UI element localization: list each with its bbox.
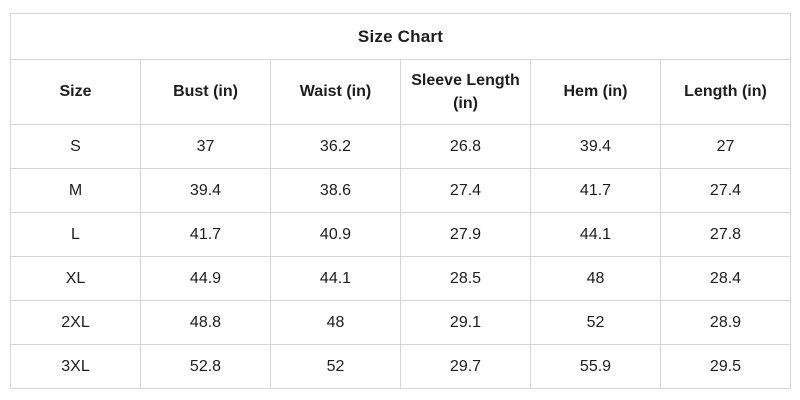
size-chart-container: Size Chart Size Bust (in) Waist (in) Sle…: [10, 13, 791, 389]
size-label-cell: S: [10, 124, 141, 169]
table-row: S 37 36.2 26.8 39.4 27: [10, 124, 791, 169]
column-header-length: Length (in): [660, 59, 791, 125]
measurement-cell: 39.4: [530, 124, 661, 169]
measurement-cell: 29.1: [400, 300, 531, 345]
size-label-cell: M: [10, 168, 141, 213]
measurement-cell: 27.9: [400, 212, 531, 257]
measurement-cell: 52.8: [140, 344, 271, 389]
table-row: 2XL 48.8 48 29.1 52 28.9: [10, 300, 791, 345]
measurement-cell: 28.5: [400, 256, 531, 301]
table-row: M 39.4 38.6 27.4 41.7 27.4: [10, 168, 791, 213]
measurement-cell: 39.4: [140, 168, 271, 213]
measurement-cell: 38.6: [270, 168, 401, 213]
table-row: XL 44.9 44.1 28.5 48 28.4: [10, 256, 791, 301]
measurement-cell: 28.4: [660, 256, 791, 301]
column-header-hem: Hem (in): [530, 59, 661, 125]
table-title: Size Chart: [10, 13, 791, 60]
size-label-cell: 3XL: [10, 344, 141, 389]
measurement-cell: 40.9: [270, 212, 401, 257]
measurement-cell: 41.7: [530, 168, 661, 213]
size-chart-table: Size Chart Size Bust (in) Waist (in) Sle…: [10, 13, 791, 389]
measurement-cell: 44.9: [140, 256, 271, 301]
measurement-cell: 29.5: [660, 344, 791, 389]
column-header-waist: Waist (in): [270, 59, 401, 125]
measurement-cell: 41.7: [140, 212, 271, 257]
measurement-cell: 55.9: [530, 344, 661, 389]
measurement-cell: 36.2: [270, 124, 401, 169]
column-header-size: Size: [10, 59, 141, 125]
measurement-cell: 48.8: [140, 300, 271, 345]
size-label-cell: L: [10, 212, 141, 257]
size-table-body: S 37 36.2 26.8 39.4 27 M 39.4 38.6 27.4 41.7 27.4 L 4…: [10, 124, 791, 389]
size-label-cell: 2XL: [10, 300, 141, 345]
table-row: L 41.7 40.9 27.9 44.1 27.8: [10, 212, 791, 257]
measurement-cell: 27.4: [660, 168, 791, 213]
header-row: Size Bust (in) Waist (in) Sleeve Length …: [10, 59, 791, 125]
measurement-cell: 44.1: [270, 256, 401, 301]
column-header-bust: Bust (in): [140, 59, 271, 125]
measurement-cell: 27.8: [660, 212, 791, 257]
measurement-cell: 52: [270, 344, 401, 389]
measurement-cell: 29.7: [400, 344, 531, 389]
measurement-cell: 52: [530, 300, 661, 345]
measurement-cell: 48: [530, 256, 661, 301]
measurement-cell: 26.8: [400, 124, 531, 169]
measurement-cell: 37: [140, 124, 271, 169]
column-header-sleeve-length: Sleeve Length (in): [400, 59, 531, 125]
measurement-cell: 27.4: [400, 168, 531, 213]
measurement-cell: 27: [660, 124, 791, 169]
table-row: 3XL 52.8 52 29.7 55.9 29.5: [10, 344, 791, 389]
size-label-cell: XL: [10, 256, 141, 301]
title-row: Size Chart: [10, 13, 791, 60]
measurement-cell: 44.1: [530, 212, 661, 257]
measurement-cell: 28.9: [660, 300, 791, 345]
measurement-cell: 48: [270, 300, 401, 345]
